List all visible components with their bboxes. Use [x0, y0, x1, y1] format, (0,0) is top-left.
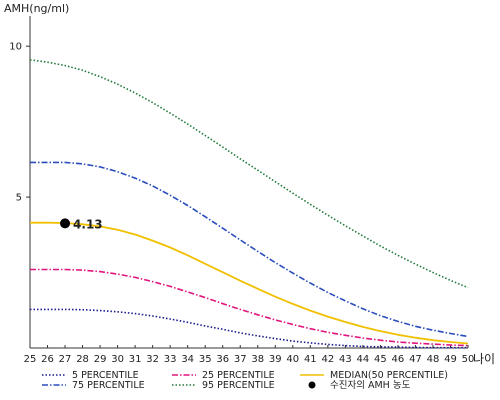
patient-marker-group: 4.13 [60, 217, 103, 231]
x-tick-label: 38 [251, 354, 264, 365]
x-tick-label: 28 [76, 354, 89, 365]
legend-label: 95 PERCENTILE [202, 380, 275, 391]
legend-marker [308, 381, 316, 389]
x-tick-label: 32 [146, 354, 159, 365]
patient-amh-marker [60, 218, 71, 229]
series-lines [29, 59, 469, 349]
x-tick-label: 36 [216, 354, 229, 365]
patient-amh-value-label: 4.13 [73, 217, 103, 231]
x-tick-label: 34 [181, 354, 194, 365]
x-tick-label: 30 [111, 354, 124, 365]
x-tick-label: 45 [374, 354, 387, 365]
x-tick-label: 35 [199, 354, 212, 365]
x-tick-label: 48 [427, 354, 440, 365]
legend-label: 수진자의 AMH 농도 [330, 380, 411, 391]
x-tick-label: 31 [129, 354, 142, 365]
chart-legend: 5 PERCENTILE 25 PERCENTILE MEDIAN(50 PERCE… [42, 370, 448, 391]
legend-label: 5 PERCENTILE [72, 370, 139, 381]
x-tick-label: 43 [339, 354, 352, 365]
x-tick-label: 50 [462, 354, 475, 365]
x-tick-label: 37 [234, 354, 247, 365]
x-tick-label: 26 [41, 354, 54, 365]
x-tick-label: 40 [286, 354, 299, 365]
x-tick-label: 39 [269, 354, 282, 365]
x-tick-label: 29 [94, 354, 107, 365]
y-tick-label: 10 [9, 42, 22, 53]
x-tick-label: 41 [304, 354, 317, 365]
series-line-median-50-percentile [30, 221, 469, 345]
x-tick-label: 33 [164, 354, 177, 365]
x-tick-label: 47 [409, 354, 422, 365]
x-axis-title: 나이 [473, 352, 495, 366]
y-axis-title: AMH(ng/ml) [4, 2, 69, 15]
x-tick-label: 49 [444, 354, 457, 365]
y-tick-label: 5 [16, 193, 22, 204]
legend-label: 75 PERCENTILE [72, 380, 145, 391]
series-line-75-percentile [30, 161, 469, 338]
legend-label: 25 PERCENTILE [202, 370, 275, 381]
x-tick-label: 44 [357, 354, 370, 365]
x-tick-label: 42 [321, 354, 334, 365]
x-tick-label: 27 [59, 354, 72, 365]
legend-label: MEDIAN(50 PERCENTILE) [330, 370, 448, 381]
series-line-95-percentile [29, 59, 469, 289]
chart-axes: AMH(ng/ml) 5 10 25 26 27 28 29 30 31 32 33 34 35 36 37 3… [4, 2, 495, 366]
series-line-5-percentile [30, 308, 468, 349]
series-line-25-percentile [30, 268, 469, 347]
x-tick-label: 25 [24, 354, 37, 365]
x-tick-label: 46 [392, 354, 405, 365]
